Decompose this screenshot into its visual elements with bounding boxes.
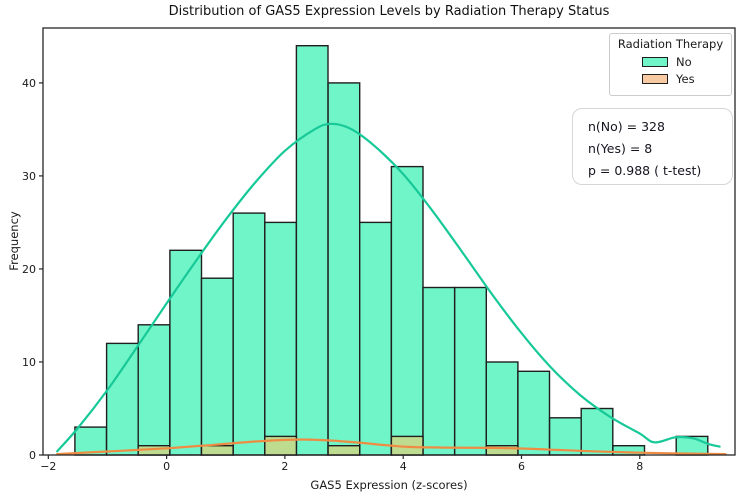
- histogram-bar-no: [295, 45, 329, 456]
- x-tick-label: 6: [518, 460, 525, 473]
- histogram-bar-no: [137, 324, 171, 456]
- kde-curve-yes: [56, 438, 727, 456]
- y-tick-label: 0: [29, 449, 36, 462]
- histogram-bar-no: [169, 249, 203, 456]
- histogram-bar-no: [200, 277, 234, 456]
- x-tick-label: 4: [400, 460, 407, 473]
- annotation-line-n-yes: n(Yes) = 8: [588, 141, 653, 156]
- legend-label-no: No: [676, 54, 692, 69]
- y-tick-label: 40: [22, 77, 36, 90]
- kde-curve-no: [56, 122, 721, 453]
- histogram-bar-no: [105, 342, 139, 456]
- annotation-line-p-value: p = 0.988 ( t-test): [588, 163, 702, 178]
- histogram-bar-no: [327, 82, 361, 456]
- histogram-bar-no: [485, 361, 519, 456]
- legend-title: Radiation Therapy: [617, 37, 724, 51]
- y-tick-label: 20: [22, 263, 36, 276]
- x-tick-label: 8: [636, 460, 643, 473]
- legend-item-no: No: [642, 54, 731, 69]
- x-tick-label: 0: [163, 460, 170, 473]
- y-tick-label: 30: [22, 170, 36, 183]
- legend-label-yes: Yes: [676, 71, 695, 86]
- legend-swatch-yes: [642, 73, 668, 84]
- x-tick-label: 2: [281, 460, 288, 473]
- histogram-bar-no: [517, 370, 551, 456]
- y-axis-label: Frequency: [7, 211, 21, 271]
- legend-item-yes: Yes: [642, 71, 731, 86]
- y-tick-label: 10: [22, 356, 36, 369]
- histogram-bar-no: [264, 221, 298, 456]
- histogram-bar-no: [390, 165, 424, 456]
- stats-annotation: n(No) = 328 n(Yes) = 8 p = 0.988 ( t-tes…: [572, 108, 733, 185]
- histogram-bar-yes: [200, 445, 234, 456]
- histogram-bar-no: [422, 286, 456, 456]
- plot-frame: [42, 27, 736, 456]
- histogram-bar-no: [232, 212, 266, 456]
- legend-swatch-no: [642, 56, 668, 67]
- legend: Radiation Therapy No Yes: [609, 33, 732, 96]
- histogram-bar-yes: [327, 445, 361, 456]
- x-axis-label: GAS5 Expression (z-scores): [310, 478, 468, 492]
- histogram-bar-no: [359, 221, 393, 456]
- chart-title: Distribution of GAS5 Expression Levels b…: [168, 4, 610, 19]
- x-tick-label: −2: [40, 460, 56, 473]
- annotation-line-n-no: n(No) = 328: [588, 119, 665, 134]
- histogram-bar-no: [454, 286, 488, 456]
